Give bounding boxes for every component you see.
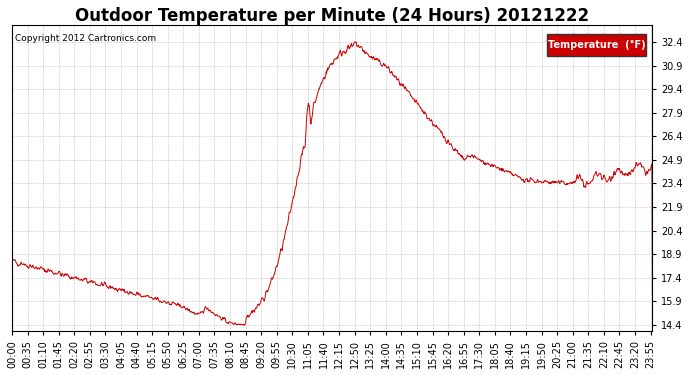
- Text: Temperature  (°F): Temperature (°F): [548, 40, 645, 50]
- Text: Copyright 2012 Cartronics.com: Copyright 2012 Cartronics.com: [15, 34, 156, 43]
- FancyBboxPatch shape: [546, 34, 646, 56]
- Title: Outdoor Temperature per Minute (24 Hours) 20121222: Outdoor Temperature per Minute (24 Hours…: [75, 7, 589, 25]
